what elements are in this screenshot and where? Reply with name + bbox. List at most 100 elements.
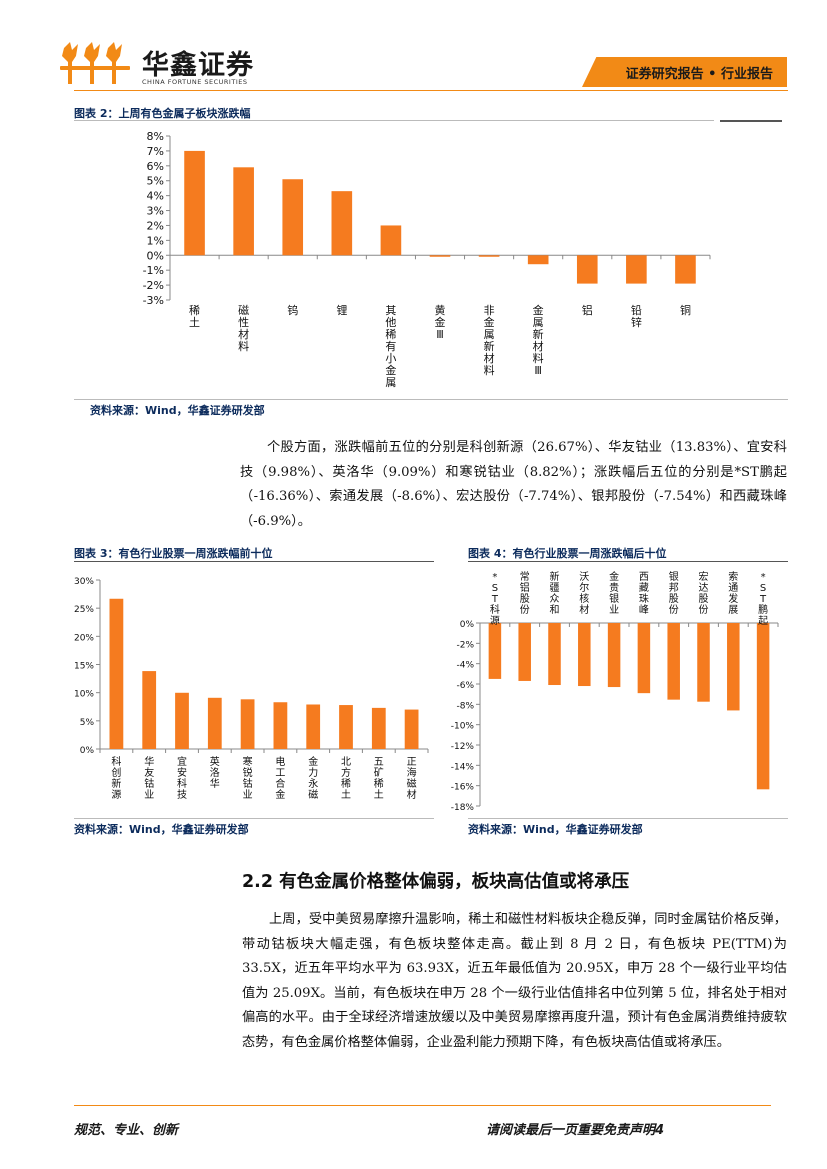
logo-icon bbox=[60, 42, 130, 84]
figure2-source: 资料来源：Wind，华鑫证券研发部 bbox=[90, 404, 265, 417]
section-number: 2.2 bbox=[242, 872, 274, 892]
y-tick-label: -4% bbox=[456, 661, 474, 671]
category-label: 新疆众和 bbox=[550, 570, 560, 616]
stock-summary-paragraph: 个股方面，涨跌幅前五位的分别是科创新源（26.67%）、华友钴业（13.83%）… bbox=[240, 436, 787, 534]
y-tick-label: 10% bbox=[74, 690, 94, 700]
bar bbox=[756, 623, 770, 790]
figure2-title: 图表 2：上周有色金属子板块涨跌幅 bbox=[74, 107, 251, 120]
category-label: 宏达股份 bbox=[699, 570, 709, 616]
category-label: 英洛华 bbox=[210, 755, 220, 790]
valuation-text: 上周，受中美贸易摩擦升温影响，稀土和磁性材料板块企稳反弹，同时金属钴价格反弹，带… bbox=[242, 912, 787, 1050]
category-label: 北方稀土 bbox=[341, 756, 351, 801]
y-tick-label: 25% bbox=[74, 605, 94, 615]
category-label: 西藏珠峰 bbox=[639, 572, 649, 616]
y-tick-label: -14% bbox=[451, 762, 475, 772]
logo: 华鑫证券 CHINA FORTUNE SECURITIES bbox=[58, 40, 298, 90]
bar bbox=[488, 623, 502, 679]
figure4-title: 图表 4：有色行业股票一周涨跌幅后十位 bbox=[468, 547, 667, 560]
bar bbox=[527, 255, 549, 265]
y-tick-label: 5% bbox=[80, 718, 95, 728]
figure3-source: 资料来源：Wind，华鑫证券研发部 bbox=[74, 823, 249, 836]
category-label: 非金属新材料 bbox=[484, 304, 495, 377]
category-label: 沃尔核材 bbox=[579, 571, 589, 616]
y-tick-label: 7% bbox=[147, 145, 164, 158]
figure4-source: 资料来源：Wind，华鑫证券研发部 bbox=[468, 823, 643, 836]
bar bbox=[576, 255, 598, 284]
y-tick-label: 3% bbox=[147, 205, 164, 218]
bar bbox=[697, 623, 710, 702]
bar bbox=[429, 255, 451, 257]
valuation-paragraph: 上周，受中美贸易摩擦升温影响，稀土和磁性材料板块企稳反弹，同时金属钴价格反弹，带… bbox=[242, 908, 787, 1055]
category-label: 稀土 bbox=[189, 304, 200, 329]
figure3-top-rule bbox=[74, 561, 434, 562]
y-tick-label: 5% bbox=[147, 175, 164, 188]
bar bbox=[518, 623, 531, 681]
category-label: 银邦股份 bbox=[669, 570, 679, 616]
bar bbox=[371, 707, 386, 749]
category-label: 铜 bbox=[680, 303, 691, 317]
bar bbox=[207, 697, 222, 749]
figure4-chart: 0% -2% -4% -6% -8% -10% -12% -14% -16% -18% * S T 科源 常… bbox=[451, 570, 779, 813]
category-label: 金属新材料 Ⅲ bbox=[533, 303, 544, 377]
y-tick-label: 0% bbox=[460, 620, 475, 630]
bar bbox=[282, 179, 304, 256]
bar bbox=[142, 671, 157, 749]
report-tag: 证券研究报告 • 行业报告 bbox=[582, 57, 787, 87]
page-number: 4 bbox=[655, 1123, 665, 1138]
y-tick-label: -2% bbox=[143, 279, 164, 292]
category-label: 常铝股份 bbox=[520, 570, 530, 616]
y-tick-label: -1% bbox=[143, 264, 164, 277]
category-label: 五矿稀土 bbox=[374, 757, 384, 801]
category-label: 正海磁材 bbox=[407, 757, 417, 801]
category-label: * S T 科源 bbox=[490, 572, 500, 627]
bar bbox=[675, 255, 696, 284]
y-tick-label: 2% bbox=[147, 219, 164, 232]
bar bbox=[548, 623, 561, 686]
y-tick-label: 15% bbox=[74, 662, 94, 672]
company-name: 华鑫证券 bbox=[142, 50, 254, 81]
section-heading: 2.2 有色金属价格整体偏弱，板块高估值或将承压 bbox=[242, 868, 629, 893]
category-label: 科创新源 bbox=[111, 755, 121, 801]
y-tick-label: 1% bbox=[147, 234, 164, 247]
bar bbox=[380, 225, 402, 256]
category-label: 华友钴业 bbox=[144, 755, 154, 801]
figure4-top-rule bbox=[468, 561, 788, 562]
section-title: 有色金属价格整体偏弱，板块高估值或将承压 bbox=[279, 872, 630, 892]
bar bbox=[667, 623, 680, 700]
bar bbox=[240, 699, 255, 749]
footer-disclaimer: 请阅读最后一页重要免责声明4 bbox=[486, 1119, 664, 1138]
category-label: 电工合金 bbox=[275, 755, 285, 801]
y-tick-label: -2% bbox=[456, 640, 474, 650]
category-label: 寒锐钴业 bbox=[243, 755, 253, 801]
y-tick-label: 6% bbox=[147, 160, 164, 173]
y-tick-label: -12% bbox=[451, 742, 475, 752]
category-label: 索通发展 bbox=[728, 570, 738, 616]
figure2-top-rule bbox=[74, 120, 714, 121]
footer-disclaimer-text: 请阅读最后一页重要免责声明 bbox=[486, 1123, 656, 1138]
y-tick-label: -6% bbox=[456, 681, 474, 691]
bar bbox=[404, 709, 419, 749]
y-tick-label: 0% bbox=[147, 249, 164, 262]
category-label: 铅锌 bbox=[631, 303, 642, 329]
category-label: 锂 bbox=[336, 303, 347, 317]
bar bbox=[607, 623, 621, 688]
figure3-chart: 30% 25% 20% 15% 10% 5% 0% 科创新源 华友钴业 宜安科技 英洛华 寒锐钴业 电工… bbox=[74, 577, 429, 801]
y-tick-label: 0% bbox=[80, 746, 95, 756]
company-name-en: CHINA FORTUNE SECURITIES bbox=[142, 78, 248, 86]
header-divider bbox=[74, 90, 788, 91]
y-tick-label: -18% bbox=[451, 803, 475, 813]
y-tick-label: 20% bbox=[74, 633, 94, 643]
y-tick-label: -3% bbox=[143, 294, 164, 307]
y-tick-label: 4% bbox=[147, 190, 164, 203]
y-tick-label: -10% bbox=[451, 722, 475, 732]
category-label: * S T 鹏起 bbox=[758, 572, 768, 627]
bar bbox=[478, 255, 500, 257]
bar bbox=[306, 704, 321, 749]
y-tick-label: -16% bbox=[451, 783, 475, 793]
category-label: 黄金 Ⅲ bbox=[435, 303, 446, 341]
category-label: 钨 bbox=[287, 304, 298, 317]
y-tick-label: 30% bbox=[74, 577, 94, 587]
y-tick-label: 8% bbox=[147, 130, 164, 143]
figure3-title: 图表 3：有色行业股票一周涨跌幅前十位 bbox=[74, 547, 273, 560]
bar bbox=[331, 191, 353, 256]
